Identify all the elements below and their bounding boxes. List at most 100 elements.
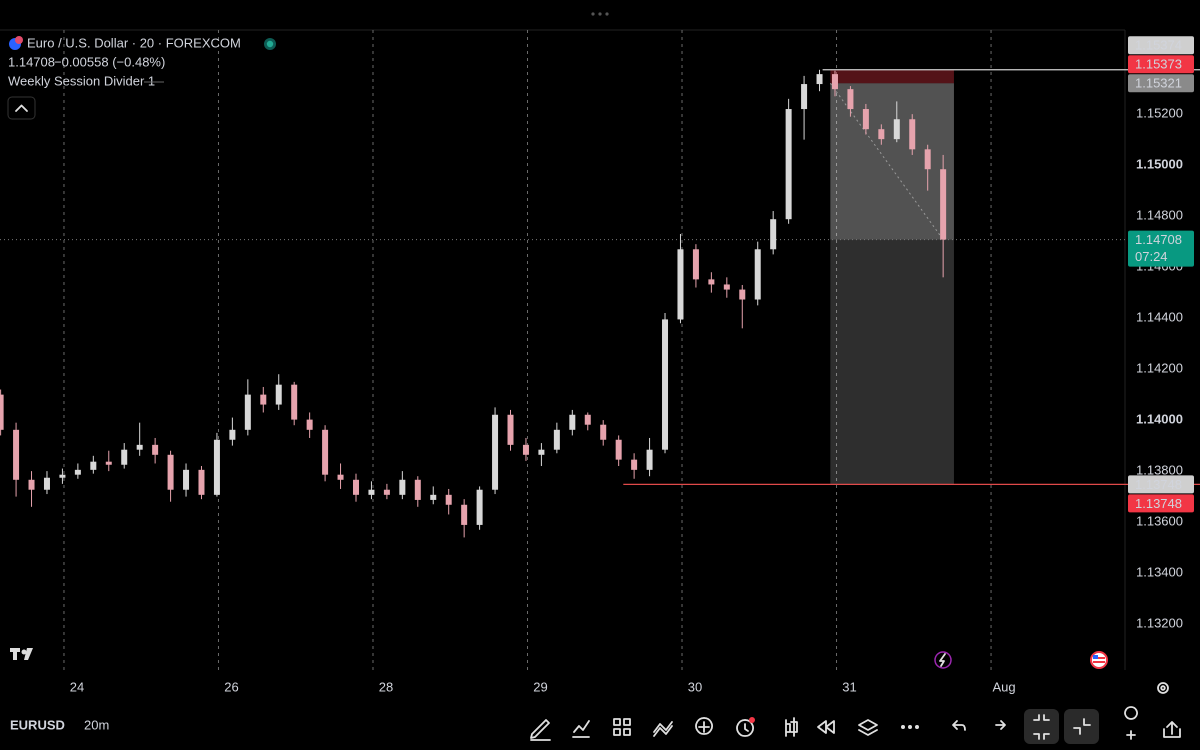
templates-tool[interactable]	[613, 718, 631, 736]
candle-body	[708, 279, 715, 285]
candle-body	[43, 477, 50, 490]
candle-body	[260, 394, 267, 405]
x-tick-label: 31	[842, 679, 856, 694]
candle-body	[167, 454, 174, 490]
toolbar	[530, 706, 1181, 744]
candle-body	[183, 469, 190, 490]
candle-body	[924, 149, 931, 170]
market-status	[266, 40, 274, 48]
price-tag-label: 1.13748	[1135, 496, 1182, 511]
indicator: Weekly Session Divider 1	[8, 73, 155, 88]
candle-body	[538, 449, 545, 455]
price-tag	[1128, 475, 1194, 494]
indicators-tool[interactable]	[572, 720, 590, 738]
candle-body	[291, 384, 298, 420]
candle-body	[399, 479, 406, 495]
alert-badge	[749, 717, 755, 723]
candle-body	[692, 249, 699, 280]
price-tag	[1128, 230, 1194, 267]
chart-title: Euro / U.S. Dollar · 20 · FOREXCOM	[27, 35, 241, 50]
y-tick-label: 1.15000	[1136, 157, 1183, 172]
candle-body	[940, 169, 947, 240]
event-marker[interactable]	[934, 651, 952, 669]
y-tick-label: 1.13600	[1136, 514, 1183, 529]
position-path	[829, 82, 944, 240]
candle-body	[646, 449, 653, 470]
symbol[interactable]: EURUSD	[10, 717, 65, 732]
candle-body	[461, 504, 468, 525]
x-tick-label: 28	[379, 679, 393, 694]
redo[interactable]	[995, 720, 1006, 730]
draw-tool[interactable]	[530, 719, 551, 741]
layers-tool[interactable]	[858, 719, 878, 736]
add-tool[interactable]	[695, 717, 713, 735]
compare-tool[interactable]	[653, 721, 673, 737]
plot-area	[0, 30, 1200, 670]
candle-body	[584, 414, 591, 425]
x-tick-label: 24	[70, 679, 84, 694]
candle-body	[801, 84, 808, 110]
countdown: 07:24	[1135, 249, 1168, 264]
candle-body	[430, 494, 437, 500]
y-tick-label: 1.14400	[1136, 310, 1183, 325]
x-tick-label: 29	[533, 679, 547, 694]
candle-body	[275, 384, 282, 405]
price-tag-label: 1.15321	[1135, 76, 1182, 91]
undo[interactable]	[952, 720, 966, 731]
tv-logo	[10, 648, 33, 660]
candle-body	[785, 109, 792, 220]
candle-body	[893, 119, 900, 140]
candle-body	[862, 109, 869, 130]
candle-body	[213, 439, 220, 495]
candle-body	[445, 494, 452, 505]
candle-body	[553, 429, 560, 450]
y-tick-label: 1.15200	[1136, 106, 1183, 121]
price-tag-label: 1.15374	[1135, 38, 1182, 53]
grab-handle	[591, 12, 609, 16]
more[interactable]	[901, 725, 919, 729]
candle-body	[754, 249, 761, 300]
y-tick-label: 1.13800	[1136, 463, 1183, 478]
minimize-button[interactable]	[1064, 709, 1099, 744]
fullscreen-button[interactable]	[1024, 709, 1059, 744]
symbol-clip	[68, 706, 82, 750]
price-tag-label: 1.13748	[1135, 477, 1182, 492]
candle-body	[878, 129, 885, 140]
candle-body	[306, 419, 313, 430]
y-tick-label: 1.14200	[1136, 361, 1183, 376]
candle-body	[152, 444, 159, 455]
candle-body	[816, 74, 823, 85]
ideas-tool[interactable]	[1124, 706, 1138, 740]
candle-body	[476, 489, 483, 525]
settings-icon[interactable]	[1157, 682, 1169, 694]
x-tick-label: 30	[688, 679, 702, 694]
collapse-button[interactable]	[7, 96, 36, 120]
interval[interactable]: 20m	[84, 717, 109, 732]
price-tag	[1128, 55, 1194, 74]
candle-body	[569, 414, 576, 430]
candle-body	[322, 429, 329, 475]
candle-body	[90, 461, 97, 470]
change: −0.00558 (−0.48%)	[54, 54, 165, 69]
price-tag	[1128, 494, 1194, 513]
candle-body	[244, 394, 251, 430]
chart-type[interactable]	[785, 717, 798, 737]
candle-body	[337, 474, 344, 480]
candle-body	[13, 429, 20, 480]
candle-body	[352, 479, 359, 495]
news-marker[interactable]	[1090, 651, 1108, 669]
candle-body	[198, 469, 205, 495]
candle-body	[368, 489, 375, 495]
replay-tool[interactable]	[817, 720, 835, 734]
candle-body	[59, 474, 66, 478]
candle-body	[28, 479, 35, 490]
candle-body	[74, 469, 81, 475]
candle-body	[662, 319, 669, 450]
share-tool[interactable]	[1163, 721, 1181, 738]
collapse-icon	[15, 104, 28, 112]
y-tick-label: 1.13200	[1136, 616, 1183, 631]
candle-body	[383, 489, 390, 495]
